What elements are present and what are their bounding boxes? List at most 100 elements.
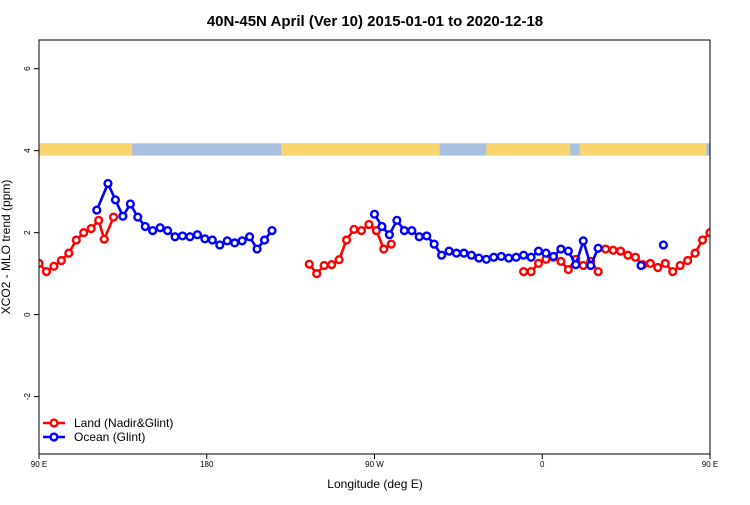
data-point [39,258,44,268]
x-tick-label: 90 E [31,460,47,469]
y-tick-label: 2 [23,230,32,235]
data-point [660,258,670,268]
data-point [593,243,603,253]
data-point [720,207,727,214]
land-strip-segment [281,143,440,156]
x-tick-label: 180 [200,460,214,469]
data-point [386,239,396,249]
data-point [459,248,469,258]
y-tick-label: -2 [23,393,32,401]
data-point [140,221,150,232]
data-point [79,228,89,238]
y-axis-label: XCO2 - MLO trend (ppm) [0,180,13,315]
data-point [252,244,262,254]
data-point [727,236,734,243]
data-point [177,231,188,241]
legend-marker [49,432,59,442]
data-point [548,251,559,262]
data-point [556,256,566,266]
y-tick-label: 0 [23,312,32,317]
data-point [489,252,499,262]
data-point [578,260,588,271]
data-point [714,225,721,232]
data-point [615,246,626,256]
data-point [675,260,685,271]
data-point [110,195,121,205]
data-point [334,255,344,265]
chart-title: 40N-45N April (Ver 10) 2015-01-01 to 202… [207,13,543,30]
land-strip-segment [710,143,750,155]
data-point [192,230,203,240]
data-point [697,235,708,245]
data-point [163,226,173,236]
data-point [504,253,514,263]
data-point [731,180,738,187]
data-point [392,215,402,225]
data-point [746,213,750,220]
data-point [414,232,424,242]
y-axis: -2 0 2 4 6 [23,66,39,400]
series-ocean [92,178,750,271]
data-point [541,248,551,258]
legend-marker [49,418,59,428]
data-point [683,255,693,266]
data-point [422,231,432,241]
data-point [155,223,165,233]
data-point [653,262,663,273]
data-point [222,236,232,246]
data-point [533,246,544,256]
data-point [636,260,646,271]
series-layer [39,178,750,279]
series-line [723,184,750,237]
data-point [99,234,109,244]
x-axis: 90 E 180 90 W 0 90 E [31,454,718,469]
data-point [118,211,128,221]
legend-label: Ocean (Glint) [74,430,145,444]
data-point [230,238,240,248]
data-point [94,215,104,225]
data-point [526,266,536,277]
data-point [71,235,81,245]
data-point [668,266,678,277]
data-point [645,258,655,268]
data-point [429,239,439,249]
data-point [578,236,588,246]
data-point [148,226,158,236]
data-point [312,269,322,279]
data-point [593,266,603,277]
data-point [200,234,210,244]
data-point [86,223,96,234]
data-point [377,221,387,232]
data-point [563,264,573,275]
data-point [108,212,119,222]
land-strip-segment [39,143,133,156]
data-point [608,245,618,255]
data-point [349,224,359,234]
data-point [399,226,409,236]
data-point [519,250,529,260]
data-point [185,232,195,242]
x-tick-label: 90 E [702,460,718,469]
data-point [304,259,314,269]
data-point [407,226,417,236]
data-point [133,212,143,222]
data-point [237,236,247,246]
data-point [92,205,102,215]
data-point [586,260,596,271]
data-point [738,196,745,203]
data-point [519,266,529,277]
data-point [466,250,477,260]
data-point [496,251,506,262]
data-point [722,217,729,224]
data-point [630,252,641,262]
data-point [64,248,74,258]
data-point [451,248,462,258]
data-point [526,252,536,262]
data-point [511,252,521,262]
y-tick-label: 6 [23,66,32,71]
data-point [658,240,669,250]
data-point [49,261,59,271]
data-point [690,248,700,258]
